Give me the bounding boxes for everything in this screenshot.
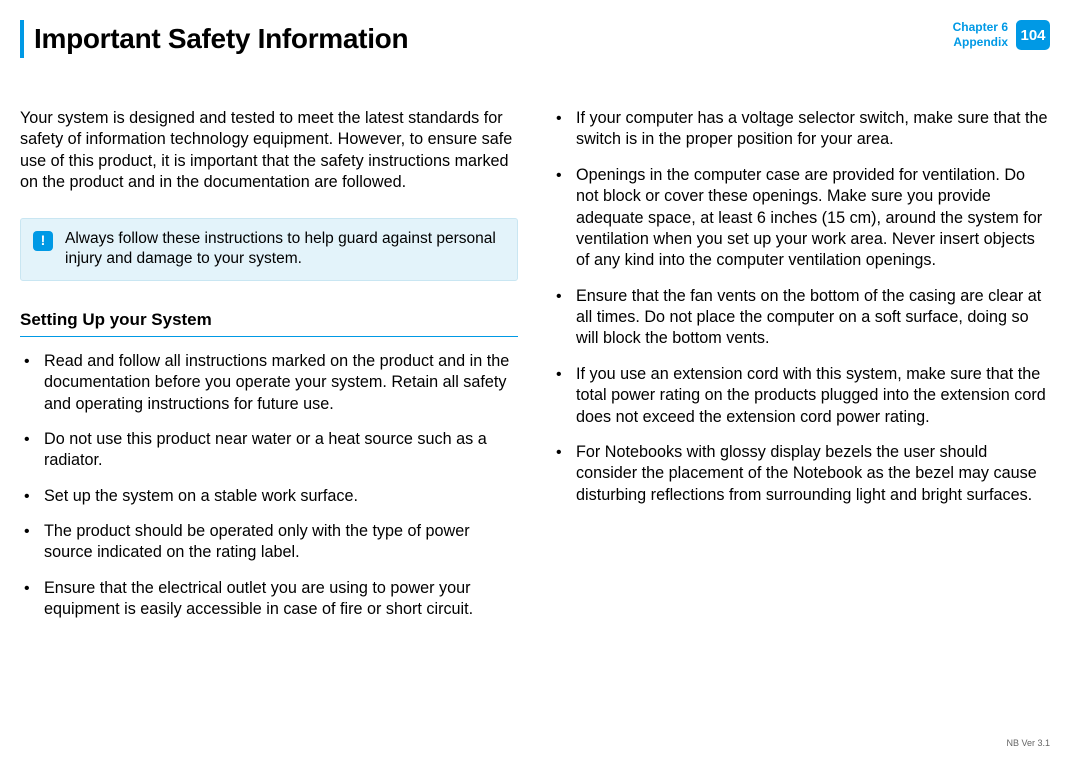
left-bullet-list: Read and follow all instructions marked … [20,351,518,621]
section-heading: Setting Up your System [20,309,518,336]
safety-callout: ! Always follow these instructions to he… [20,218,518,282]
list-item: For Notebooks with glossy display bezels… [552,442,1050,506]
footer-version: NB Ver 3.1 [1006,738,1050,748]
page-number-badge: 104 [1016,20,1050,50]
alert-icon: ! [33,231,53,251]
chapter-line1: Chapter 6 [953,20,1008,35]
title-accent-bar [20,20,24,58]
page-title: Important Safety Information [34,23,408,55]
right-bullet-list: If your computer has a voltage selector … [552,108,1050,506]
chapter-text: Chapter 6 Appendix [953,20,1008,50]
list-item: Read and follow all instructions marked … [20,351,518,415]
list-item: Openings in the computer case are provid… [552,165,1050,272]
list-item: Do not use this product near water or a … [20,429,518,472]
title-wrap: Important Safety Information [20,20,408,58]
list-item: Ensure that the electrical outlet you ar… [20,578,518,621]
right-column: If your computer has a voltage selector … [552,108,1050,635]
chapter-line2: Appendix [953,35,1008,50]
list-item: The product should be operated only with… [20,521,518,564]
list-item: If your computer has a voltage selector … [552,108,1050,151]
callout-text: Always follow these instructions to help… [65,229,503,271]
page-header: Important Safety Information Chapter 6 A… [20,20,1050,58]
left-column: Your system is designed and tested to me… [20,108,518,635]
list-item: Ensure that the fan vents on the bottom … [552,286,1050,350]
list-item: If you use an extension cord with this s… [552,364,1050,428]
chapter-indicator: Chapter 6 Appendix 104 [953,20,1050,50]
intro-paragraph: Your system is designed and tested to me… [20,108,518,194]
list-item: Set up the system on a stable work surfa… [20,486,518,507]
content-columns: Your system is designed and tested to me… [20,108,1050,635]
